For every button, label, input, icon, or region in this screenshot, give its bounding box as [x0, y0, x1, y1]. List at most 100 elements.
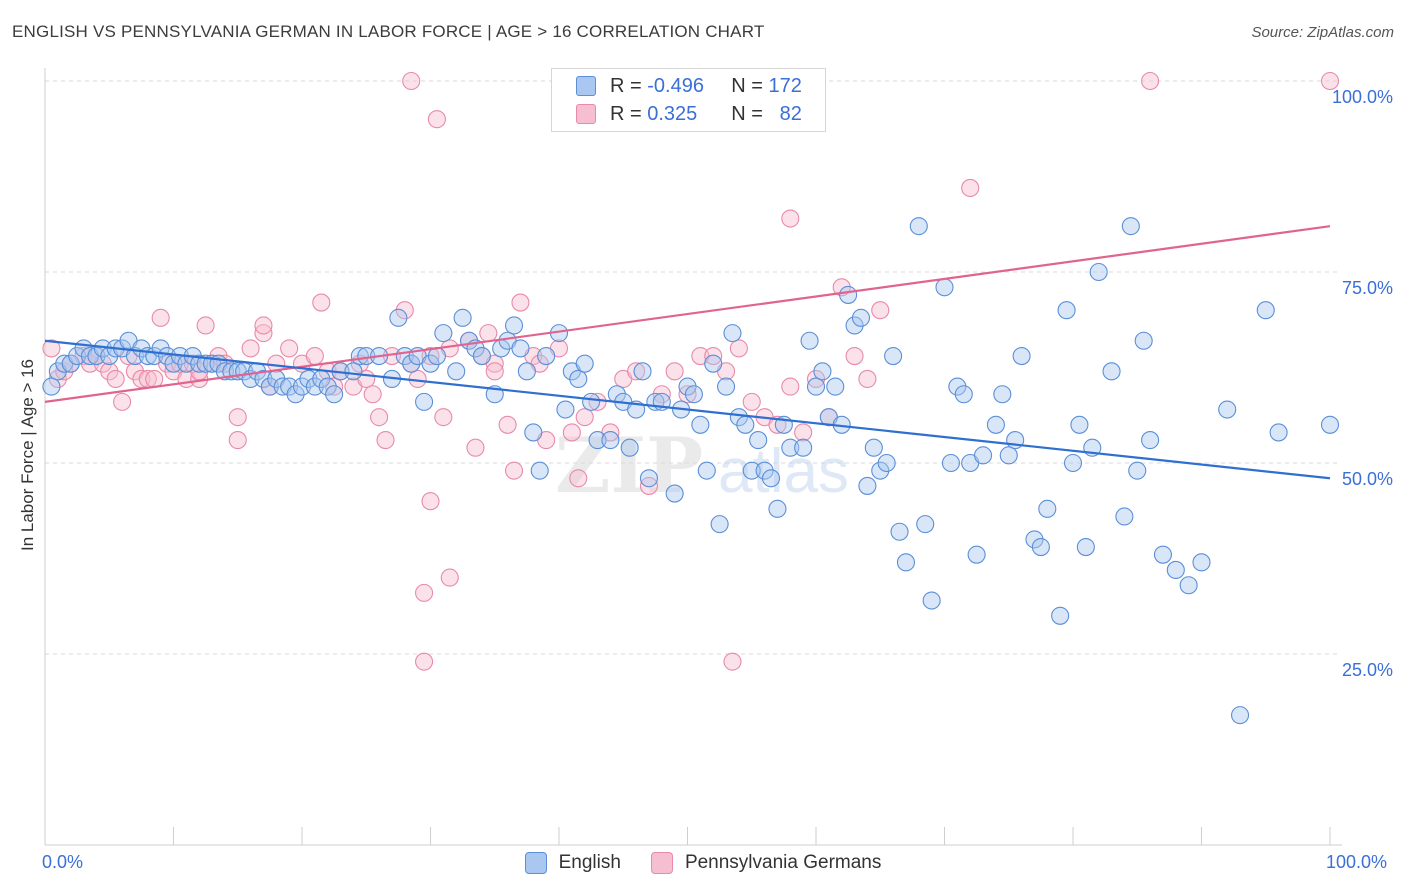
pa-point-23 [196, 316, 215, 335]
english-point-117 [851, 308, 871, 327]
english-point-145 [1063, 453, 1083, 473]
watermark-atlas: atlas [718, 437, 849, 506]
english-point-116 [845, 316, 864, 335]
english-point-144 [1057, 301, 1076, 320]
pa-point-97 [781, 209, 800, 228]
english-point-160 [1218, 400, 1237, 419]
english-point-118 [858, 476, 877, 495]
legend-item-english[interactable]: English [524, 852, 621, 874]
y-tick-labels: 25.0% 50.0% 75.0% 100.0% [1332, 87, 1393, 680]
english-point-121 [877, 453, 896, 473]
english-point-153 [1128, 461, 1147, 480]
english-r-value: -0.496 [647, 74, 704, 97]
english-point-60 [453, 308, 472, 327]
pa-point-49 [421, 346, 440, 366]
pa-point-34 [305, 346, 324, 366]
english-point-53 [402, 354, 421, 373]
english-trend-line [44, 339, 1331, 480]
english-point-4 [68, 346, 87, 366]
axes [44, 68, 1342, 846]
english-point-152 [1121, 217, 1140, 236]
english-point-38 [286, 385, 305, 404]
english-point-125 [909, 217, 928, 236]
english-point-69 [517, 362, 536, 381]
y-tick-label-1: 50.0% [1342, 469, 1393, 489]
pa-trend-line [44, 225, 1331, 403]
pa-point-59 [511, 293, 530, 312]
english-point-92 [684, 385, 703, 404]
pa-point-83 [794, 423, 813, 442]
pa-point-32 [280, 339, 299, 358]
pa-r-value: 0.325 [647, 102, 698, 125]
english-point-110 [806, 377, 826, 396]
english-point-44 [325, 385, 344, 404]
legend-label-pa: Pennsylvania Germans [684, 852, 882, 873]
english-point-91 [678, 377, 697, 396]
pa-swatch [576, 104, 596, 124]
pa-point-76 [704, 346, 723, 366]
english-point-33 [254, 369, 273, 389]
english-point-72 [537, 346, 556, 366]
legend-row-english: R = -0.496 N = 172 [576, 72, 802, 100]
english-swatch [576, 76, 596, 96]
trend-lines [44, 225, 1331, 480]
english-point-139 [1012, 346, 1031, 366]
pa-point-74 [678, 385, 697, 404]
pa-point-15 [145, 369, 164, 389]
legend-row-pa: R = 0.325 N = 82 [576, 100, 802, 128]
english-r-label: R = [610, 74, 642, 97]
y-tick-label-3: 100.0% [1332, 87, 1393, 107]
pa-point-50 [434, 408, 453, 427]
pa-point-82 [781, 377, 800, 396]
pa-point-9 [106, 369, 125, 389]
english-point-70 [524, 423, 543, 442]
english-point-109 [800, 331, 819, 350]
english-n-value: 172 [768, 74, 802, 97]
english-point-77 [575, 354, 594, 373]
pa-n-value: 82 [779, 102, 802, 125]
english-point-58 [434, 324, 453, 343]
english-point-46 [344, 362, 363, 381]
english-point-0 [42, 377, 61, 396]
english-point-23 [190, 354, 209, 373]
legend-item-pa[interactable]: Pennsylvania Germans [650, 852, 882, 874]
pa-point-84 [806, 369, 826, 389]
pa-point-99 [1141, 71, 1160, 91]
pa-point-0 [42, 339, 61, 358]
pa-point-42 [363, 385, 382, 404]
pa-point-57 [498, 415, 517, 434]
pa-point-102 [228, 408, 247, 427]
y-tick-label-0: 25.0% [1342, 660, 1393, 680]
pa-point-93 [440, 568, 459, 587]
english-point-99 [729, 408, 748, 427]
english-point-151 [1115, 507, 1134, 526]
english-point-107 [781, 438, 800, 457]
series-legend: English Pennsylvania Germans [0, 852, 1406, 874]
english-point-113 [826, 377, 845, 396]
y-tick-label-2: 75.0% [1342, 278, 1393, 298]
english-point-149 [1089, 262, 1108, 282]
english-point-140 [1025, 530, 1044, 549]
pa-point-89 [871, 301, 890, 320]
pa-point-95 [415, 652, 434, 671]
english-point-37 [280, 377, 299, 396]
english-point-97 [716, 377, 736, 396]
english-point-51 [389, 308, 408, 327]
english-point-129 [941, 453, 960, 473]
english-point-89 [665, 484, 684, 503]
english-point-40 [299, 369, 318, 389]
pa-point-96 [723, 652, 742, 671]
english-point-7 [87, 346, 106, 366]
english-point-95 [704, 354, 723, 373]
pa-point-58 [504, 461, 524, 480]
english-point-122 [884, 346, 903, 366]
legend-swatch-english [524, 852, 547, 874]
english-point-143 [1051, 606, 1070, 625]
x-tick-label-max: 100.0% [1326, 852, 1388, 872]
english-point-103 [755, 461, 774, 480]
english-point-147 [1076, 537, 1095, 557]
english-point-131 [954, 385, 973, 404]
english-point-124 [896, 553, 916, 572]
pa-point-2 [55, 362, 74, 381]
